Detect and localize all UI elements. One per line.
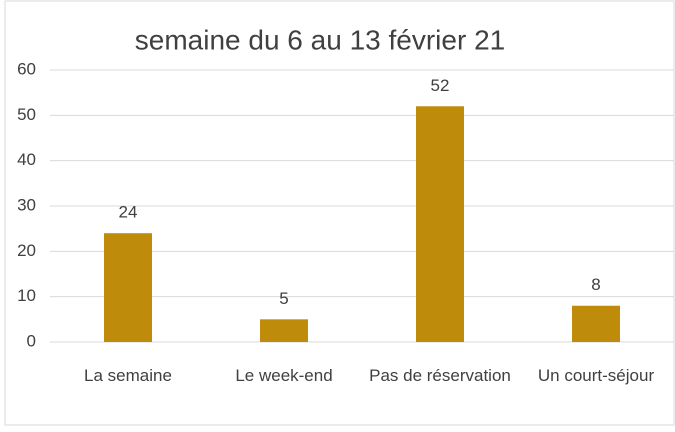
x-tick-label: Le week-end xyxy=(235,366,333,385)
y-tick-label: 60 xyxy=(17,59,36,78)
y-tick-label: 10 xyxy=(17,286,36,305)
x-tick-label: La semaine xyxy=(84,366,172,385)
y-tick-label: 0 xyxy=(27,331,36,350)
y-tick-label: 20 xyxy=(17,241,36,260)
data-label: 5 xyxy=(279,289,288,308)
y-tick-label: 30 xyxy=(17,195,36,214)
data-label: 52 xyxy=(431,76,450,95)
data-label: 24 xyxy=(119,203,138,222)
bar xyxy=(104,233,152,342)
bar xyxy=(260,319,308,342)
bar xyxy=(572,305,620,342)
y-tick-label: 50 xyxy=(17,105,36,124)
y-tick-label: 40 xyxy=(17,150,36,169)
bar xyxy=(416,106,464,343)
x-tick-label: Un court-séjour xyxy=(537,366,655,385)
data-label: 8 xyxy=(591,275,600,294)
chart-title: semaine du 6 au 13 février 21 xyxy=(135,24,505,55)
chart-border xyxy=(4,0,675,426)
x-tick-label: Pas de réservation xyxy=(369,366,511,385)
